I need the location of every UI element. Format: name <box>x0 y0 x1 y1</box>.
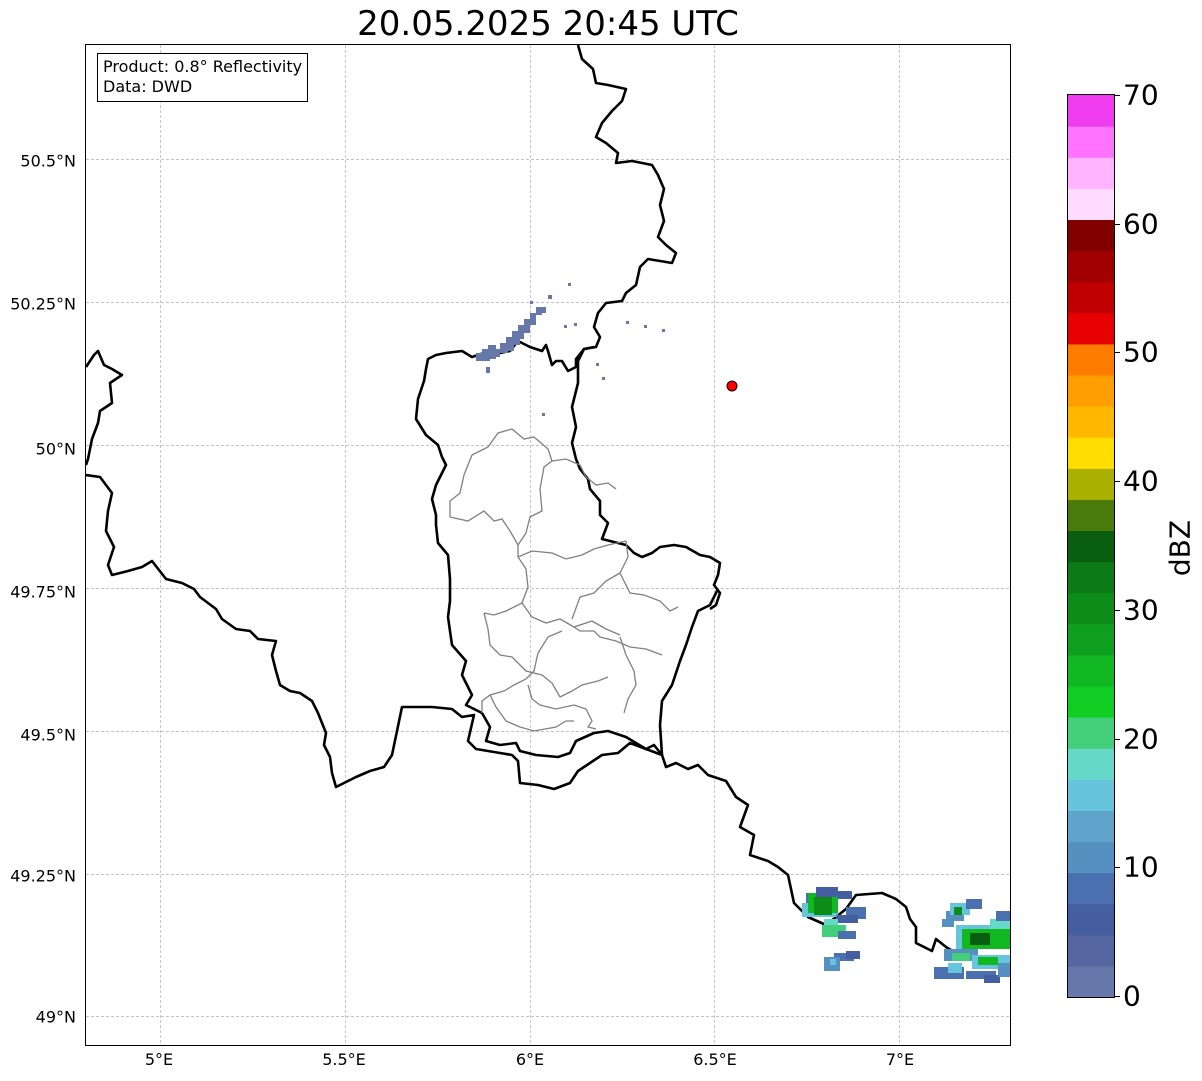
colorbar-swatch-14 <box>1068 530 1114 563</box>
colorbar-swatch-15 <box>1068 499 1114 532</box>
colorbar-swatch-25 <box>1068 188 1114 221</box>
colorbar-swatch-16 <box>1068 468 1114 500</box>
lon-tick-5-5: 5.5°E <box>322 1050 366 1069</box>
colorbar-swatch-4 <box>1068 841 1114 874</box>
border-be-fr-west <box>86 349 124 466</box>
lon-tick-6-5: 6.5°E <box>693 1050 737 1069</box>
lat-tick-49: 49°N <box>35 1007 76 1027</box>
lat-tick-50-5: 50.5°N <box>20 151 76 171</box>
colorbar-swatch-23 <box>1068 250 1114 283</box>
colorbar-swatch-7 <box>1068 748 1114 780</box>
colorbar-tick-mark <box>1114 224 1120 225</box>
colorbar-swatch-2 <box>1068 903 1114 936</box>
colorbar-swatch-10 <box>1068 654 1114 687</box>
colorbar-swatch-13 <box>1068 561 1114 594</box>
lat-tick-49-5: 49.5°N <box>20 725 76 745</box>
radar-map[interactable] <box>86 45 1010 1045</box>
map-title: 20.05.2025 20:45 UTC <box>357 4 739 44</box>
colorbar-swatch-28 <box>1068 95 1114 127</box>
colorbar-swatch-8 <box>1068 717 1114 749</box>
radar-echoes <box>476 283 1010 983</box>
colorbar-swatch-6 <box>1068 779 1114 811</box>
lat-tick-50: 50°N <box>35 439 76 459</box>
colorbar-tick-mark <box>1114 867 1120 868</box>
colorbar-swatch-24 <box>1068 219 1114 252</box>
colorbar-label: dBZ <box>1163 519 1197 577</box>
colorbar-tick-label: 10 <box>1123 850 1159 884</box>
colorbar-tick-label: 70 <box>1123 78 1159 112</box>
colorbar-swatch-9 <box>1068 685 1114 718</box>
colorbar-tick-label: 60 <box>1123 207 1159 241</box>
colorbar-tick-mark <box>1114 481 1120 482</box>
colorbar-tick-mark <box>1114 95 1120 96</box>
colorbar-tick-label: 30 <box>1123 593 1159 627</box>
colorbar-swatch-12 <box>1068 592 1114 625</box>
colorbar-swatch-20 <box>1068 343 1114 376</box>
colorbar-tick-label: 50 <box>1123 335 1159 369</box>
lat-tick-49-75: 49.75°N <box>10 582 76 602</box>
radar-site-marker[interactable] <box>726 380 738 392</box>
colorbar-tick-mark <box>1114 739 1120 740</box>
graticule <box>86 45 1010 1045</box>
colorbar-tick-mark <box>1114 610 1120 611</box>
lon-tick-7: 7°E <box>885 1050 915 1069</box>
colorbar-swatch-0 <box>1068 965 1114 997</box>
colorbar-swatch-1 <box>1068 934 1114 967</box>
border-be-de <box>570 45 722 611</box>
colorbar-swatch-19 <box>1068 374 1114 407</box>
colorbar-swatch-21 <box>1068 312 1114 345</box>
colorbar-swatch-26 <box>1068 157 1114 189</box>
lon-tick-5: 5°E <box>144 1050 174 1069</box>
colorbar-swatch-27 <box>1068 126 1114 158</box>
product-info-box: Product: 0.8° Reflectivity Data: DWD <box>97 53 309 102</box>
colorbar-swatch-3 <box>1068 872 1114 905</box>
lat-tick-49-25: 49.25°N <box>10 866 76 886</box>
map-canvas <box>86 45 1010 1045</box>
colorbar-swatch-5 <box>1068 810 1114 843</box>
colorbar-tick-label: 40 <box>1123 464 1159 498</box>
colorbar <box>1067 94 1115 998</box>
country-borders <box>86 45 1010 955</box>
colorbar-tick-label: 0 <box>1123 979 1141 1013</box>
district-boundaries <box>449 428 679 732</box>
colorbar-swatch-17 <box>1068 437 1114 469</box>
lon-tick-6: 6°E <box>515 1050 545 1069</box>
border-luxembourg <box>414 339 720 759</box>
data-source-label: Data: DWD <box>103 77 193 96</box>
lat-tick-50-25: 50.25°N <box>10 294 76 314</box>
colorbar-swatch-22 <box>1068 281 1114 314</box>
colorbar-tick-label: 20 <box>1123 722 1159 756</box>
border-fr <box>86 473 1010 955</box>
colorbar-tick-mark <box>1114 996 1120 997</box>
colorbar-swatch-11 <box>1068 623 1114 656</box>
colorbar-swatches <box>1068 95 1114 997</box>
colorbar-tick-mark <box>1114 352 1120 353</box>
colorbar-swatch-18 <box>1068 406 1114 438</box>
product-label: Product: 0.8° Reflectivity <box>103 57 303 76</box>
